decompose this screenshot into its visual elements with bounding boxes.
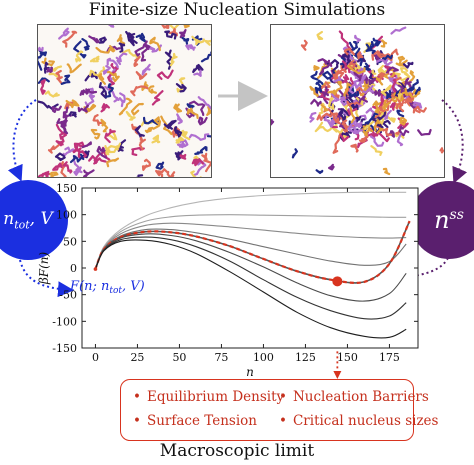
series-line-highlighted [94, 220, 411, 285]
simulation-snapshot-dispersed [37, 24, 212, 178]
node-to-curve-arrow [19, 259, 74, 298]
y-tick-label: -50 [59, 289, 77, 302]
simulation-snapshot-nucleus [270, 24, 445, 178]
series-line [94, 239, 407, 339]
series-line [94, 214, 407, 270]
snapshot-to-node-arrow-left [7, 99, 37, 182]
free-energy-chart: 0 25 50 75 100 125 150 175 150 100 50 0 -50 -100 -150 n… [30, 178, 430, 379]
series-line [94, 233, 407, 302]
x-tick-label: 50 [172, 351, 186, 364]
caption: Macroscopic limit [159, 441, 315, 461]
result-item: • Equilibrium Density [133, 389, 285, 405]
result-item: • Nucleation Barriers [279, 389, 429, 405]
start-point-marker [93, 267, 98, 271]
y-tick-label: 50 [63, 235, 77, 248]
x-tick-label: 0 [92, 351, 99, 364]
y-tick-label: -100 [52, 315, 77, 328]
critical-point-marker [332, 276, 343, 287]
macroscopic-results-box: • Equilibrium Density • Nucleation Barrier… [120, 379, 438, 441]
result-item: • Critical nucleus sizes [279, 413, 439, 429]
snapshot-to-node-arrow-right [441, 99, 468, 184]
y-axis-label: βF(n) [37, 252, 51, 286]
x-tick-label: 100 [253, 351, 274, 364]
x-tick-label: 125 [295, 351, 316, 364]
y-tick-label: 100 [56, 209, 77, 222]
y-tick-label: -150 [52, 342, 77, 355]
steady-state-node: nss [410, 181, 474, 259]
figure-title: Finite-size Nucleation Simulations [88, 0, 386, 20]
free-energy-curve-label: F(n; ntot, V) [69, 279, 145, 296]
series-line [94, 236, 407, 320]
node-to-critical-point-arrow [329, 257, 449, 287]
y-tick-label: 0 [70, 262, 77, 275]
critical-to-results-arrowhead [333, 371, 342, 379]
x-tick-label: 25 [130, 351, 144, 364]
x-axis-label: n [246, 365, 254, 378]
result-item: • Surface Tension [133, 413, 257, 429]
x-tick-label: 175 [379, 351, 400, 364]
x-tick-label: 150 [337, 351, 358, 364]
series-line [94, 222, 407, 270]
system-parameters-label: ntot, V [3, 208, 53, 232]
y-tick-label: 150 [56, 182, 77, 195]
series-line [94, 191, 407, 270]
x-tick-label: 75 [214, 351, 228, 364]
steady-state-label: nss [434, 206, 464, 234]
system-parameters-node: ntot, V [0, 180, 68, 260]
